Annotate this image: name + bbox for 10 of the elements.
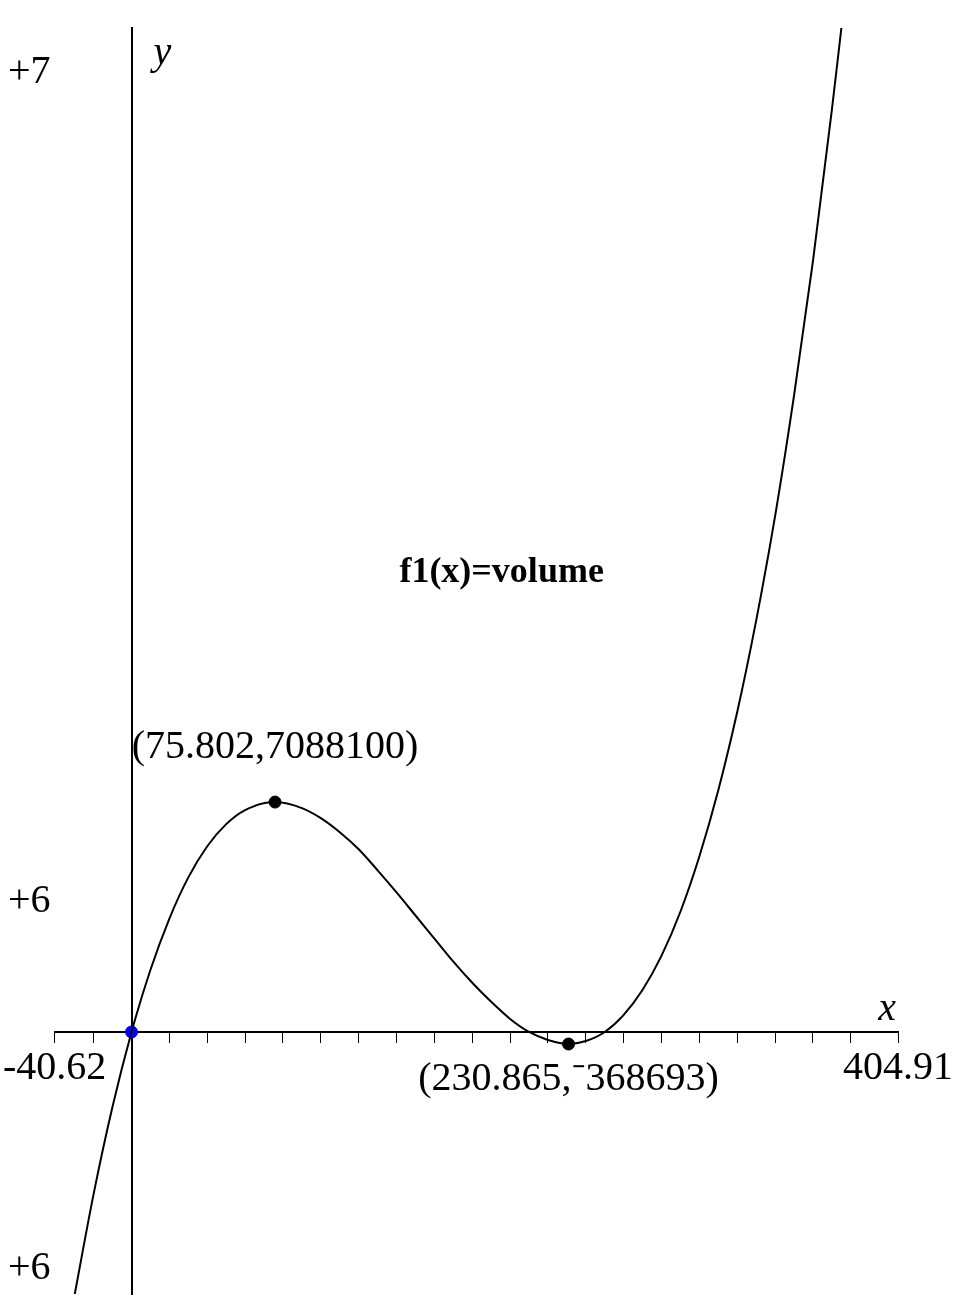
text: f1(x)=volume (399, 549, 604, 590)
annotation: (75.802,7088100) (131, 721, 419, 767)
x-tick-label: 404.91 (843, 1043, 953, 1089)
x-tick-label: -40.62 (3, 1043, 107, 1089)
text: +7 (8, 46, 51, 92)
annotation: (230.865,⁻368693) (418, 1053, 719, 1099)
text: +6 (8, 876, 51, 922)
x-axis-title: x (877, 984, 897, 1030)
y-axis-title: y (149, 27, 172, 73)
text: +6 (8, 1243, 51, 1289)
